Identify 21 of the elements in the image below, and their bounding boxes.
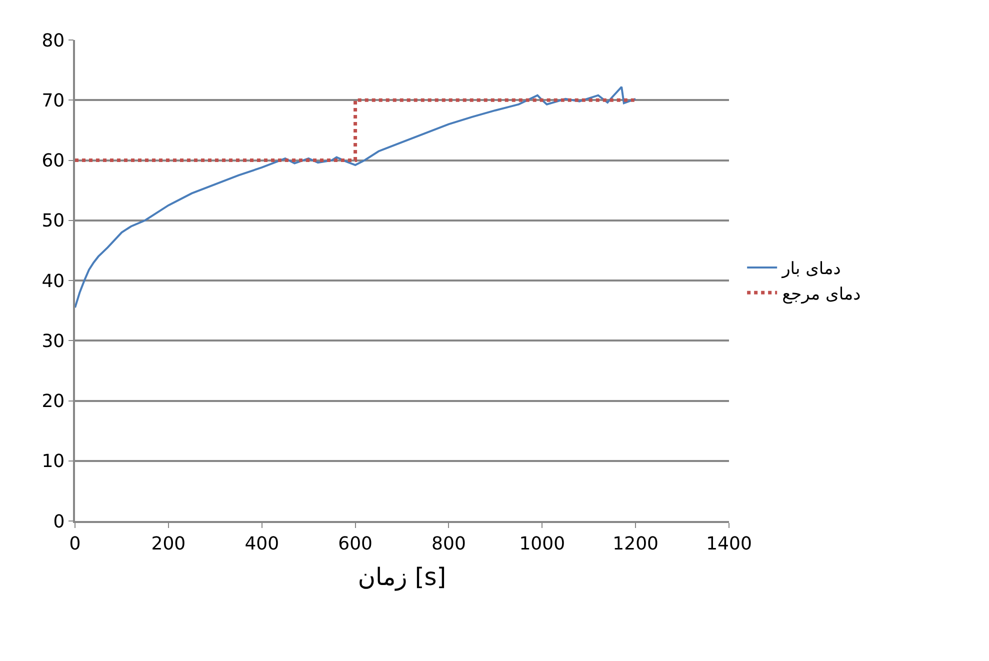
- x-tick-label: 400: [244, 533, 280, 554]
- y-tick-label: 10: [42, 451, 65, 472]
- y-tick-label: 80: [42, 30, 65, 52]
- y-tick-label: 70: [42, 90, 65, 112]
- x-tick-label: 1200: [612, 533, 658, 554]
- y-tick-label: 0: [53, 511, 65, 532]
- y-tick-label: 40: [42, 270, 65, 292]
- legend-label: دمای بار: [781, 259, 841, 280]
- y-tick-label: 30: [42, 330, 65, 352]
- x-tick-label: 0: [69, 533, 81, 554]
- y-tick-label: 60: [42, 150, 65, 172]
- x-tick-label: 1400: [706, 533, 752, 554]
- x-tick-label: 1000: [519, 533, 566, 554]
- x-tick-label: 200: [151, 533, 186, 554]
- x-tick-label: 600: [338, 533, 372, 554]
- x-tick-label: 800: [432, 533, 466, 554]
- x-axis-title: زمان [s]: [358, 563, 446, 592]
- line-series: [75, 86, 637, 309]
- y-tick-label: 20: [42, 391, 65, 412]
- y-tick-label: 50: [42, 210, 65, 232]
- legend-label: دمای مرجع: [782, 284, 861, 304]
